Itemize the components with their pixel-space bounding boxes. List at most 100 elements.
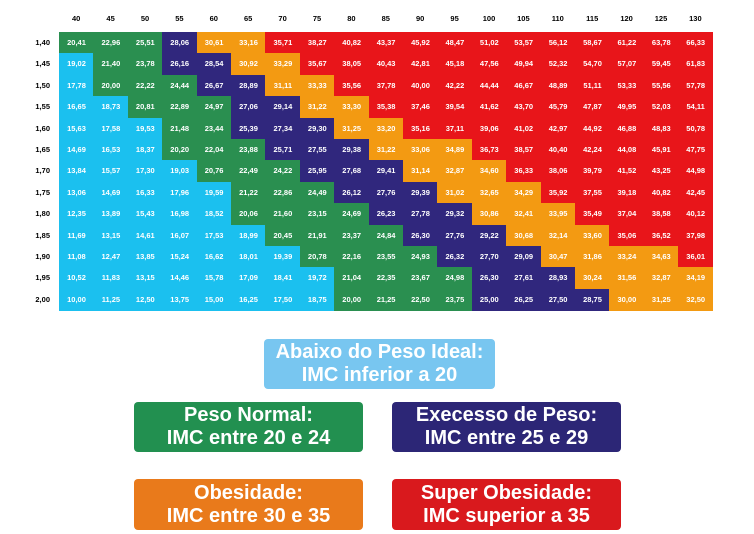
bmi-cell: 37,98 [678, 224, 714, 247]
bmi-cell: 29,32 [437, 203, 473, 226]
bmi-cell: 43,37 [368, 32, 404, 54]
bmi-cell: 27,50 [540, 288, 576, 311]
bmi-cell: 28,89 [231, 74, 266, 97]
bmi-cell: 13,15 [93, 224, 129, 247]
bmi-cell: 31,02 [437, 181, 473, 204]
bmi-cell: 12,50 [127, 288, 163, 311]
bmi-cell: 18,75 [299, 288, 335, 311]
bmi-cell: 35,71 [265, 32, 301, 54]
bmi-cell: 48,47 [437, 32, 473, 54]
legend-overweight-range: IMC entre 25 e 29 [424, 427, 589, 449]
bmi-cell: 32,41 [506, 203, 542, 226]
bmi-cell: 27,06 [231, 96, 266, 119]
bmi-cell: 35,16 [403, 117, 438, 140]
bmi-cell: 23,44 [196, 117, 232, 140]
bmi-cell: 26,67 [196, 74, 232, 97]
legend-underweight: Abaixo do Peso Ideal: IMC inferior a 20 [264, 339, 495, 389]
bmi-cell: 31,25 [334, 117, 370, 140]
column-header: 100 [482, 14, 496, 23]
bmi-cell: 24,93 [403, 246, 438, 268]
bmi-cell: 17,30 [127, 160, 163, 183]
bmi-cell: 33,20 [368, 117, 404, 140]
column-header: 60 [209, 14, 218, 23]
bmi-cell: 20,06 [231, 203, 266, 226]
bmi-cell: 38,57 [506, 139, 542, 161]
column-header: 45 [106, 14, 115, 23]
bmi-cell: 11,08 [59, 246, 94, 268]
bmi-cell: 40,43 [368, 53, 404, 76]
bmi-cell: 36,73 [471, 139, 507, 161]
bmi-cell: 30,47 [540, 246, 576, 268]
bmi-cell: 17,53 [196, 224, 232, 247]
bmi-cell: 33,24 [609, 246, 645, 268]
bmi-cell: 27,76 [437, 224, 473, 247]
bmi-cell: 33,30 [334, 96, 370, 119]
bmi-cell: 33,06 [403, 139, 438, 161]
row-header: 1,50 [35, 80, 50, 90]
bmi-cell: 45,91 [643, 139, 679, 161]
bmi-cell: 53,33 [609, 74, 645, 97]
bmi-cell: 29,38 [334, 139, 370, 161]
bmi-cell: 15,57 [93, 160, 129, 183]
bmi-cell: 10,52 [59, 267, 94, 290]
bmi-cell: 18,41 [265, 267, 301, 290]
bmi-cell: 23,88 [231, 139, 266, 161]
bmi-cell: 41,02 [506, 117, 542, 140]
bmi-cell: 39,18 [609, 181, 645, 204]
bmi-cell: 44,08 [609, 139, 645, 161]
bmi-cell: 23,37 [334, 224, 370, 247]
bmi-cell: 33,33 [299, 74, 335, 97]
bmi-cell: 44,44 [471, 74, 507, 97]
bmi-cell: 31,11 [265, 74, 301, 97]
bmi-cell: 26,16 [162, 53, 198, 76]
bmi-cell: 31,22 [368, 139, 404, 161]
bmi-cell: 25,95 [299, 160, 335, 183]
bmi-cell: 21,22 [231, 181, 266, 204]
bmi-cell: 32,65 [471, 181, 507, 204]
column-header: 55 [175, 14, 184, 23]
bmi-cell: 66,33 [678, 32, 714, 54]
bmi-cell: 53,57 [506, 32, 542, 54]
legend-underweight-title: Abaixo do Peso Ideal: [275, 341, 484, 363]
bmi-cell: 57,78 [678, 74, 714, 97]
bmi-cell: 40,40 [540, 139, 576, 161]
bmi-cell: 17,96 [162, 181, 198, 204]
bmi-cell: 24,69 [334, 203, 370, 226]
bmi-cell: 42,81 [403, 53, 438, 76]
bmi-cell: 20,00 [93, 74, 129, 97]
bmi-cell: 27,70 [471, 246, 507, 268]
bmi-cell: 23,67 [403, 267, 438, 290]
bmi-cell: 44,92 [575, 117, 610, 140]
bmi-cell: 13,89 [93, 203, 129, 226]
bmi-cell: 24,98 [437, 267, 473, 290]
bmi-cell: 16,62 [196, 246, 232, 268]
bmi-cell: 26,30 [403, 224, 438, 247]
bmi-cell: 35,49 [575, 203, 610, 226]
legend-obesity: Obesidade: IMC entre 30 e 35 [134, 479, 363, 530]
bmi-cell: 36,01 [678, 246, 714, 268]
bmi-cell: 13,84 [59, 160, 94, 183]
bmi-cell: 33,16 [231, 32, 266, 54]
bmi-cell: 32,50 [678, 288, 714, 311]
bmi-cell: 21,60 [265, 203, 301, 226]
bmi-cell: 33,60 [575, 224, 610, 247]
bmi-cell: 37,04 [609, 203, 645, 226]
bmi-cell: 24,22 [265, 160, 301, 183]
column-header: 115 [586, 14, 599, 23]
bmi-cell: 36,52 [643, 224, 679, 247]
bmi-cell: 22,22 [127, 74, 163, 97]
row-header: 1,95 [35, 273, 50, 283]
bmi-cell: 46,88 [609, 117, 645, 140]
bmi-cell: 63,78 [643, 32, 679, 54]
bmi-cell: 16,25 [231, 288, 266, 311]
bmi-cell: 22,86 [265, 181, 301, 204]
bmi-cell: 39,54 [437, 96, 473, 119]
column-header: 80 [347, 14, 356, 23]
bmi-cell: 31,25 [643, 288, 679, 311]
bmi-cell: 22,04 [196, 139, 232, 161]
bmi-cell: 28,54 [196, 53, 232, 76]
bmi-cell: 11,83 [93, 267, 129, 290]
bmi-cell: 21,48 [162, 117, 198, 140]
row-header: 1,85 [35, 230, 50, 240]
bmi-cell: 34,89 [437, 139, 473, 161]
